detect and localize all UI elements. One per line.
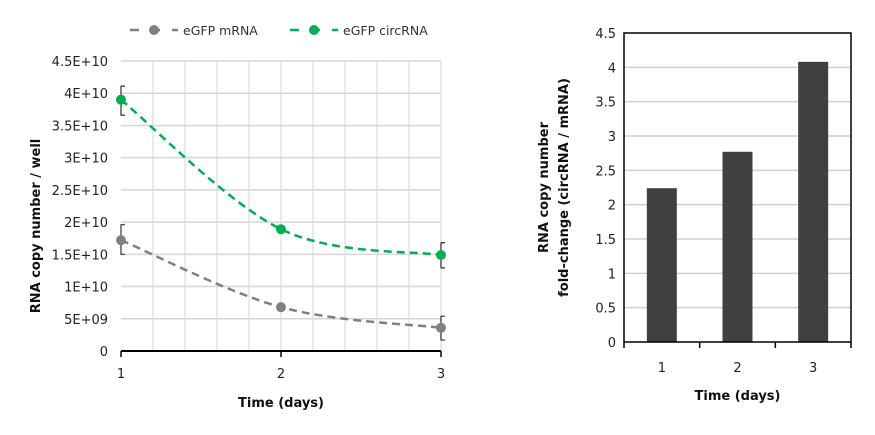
legend-label: eGFP circRNA: [343, 23, 428, 38]
x-tick-label: 1: [658, 361, 666, 376]
y-tick-label: 2E+10: [64, 216, 108, 231]
y-tick-label: 4.5: [595, 27, 616, 42]
y-tick-label: 2.5E+10: [52, 184, 108, 199]
legend-marker: [149, 25, 159, 35]
data-point: [436, 322, 446, 333]
plot-frame: [623, 32, 852, 343]
y-tick-label: 4E+10: [64, 87, 108, 102]
y-tick-label: 4.5E+10: [52, 55, 108, 70]
legend-label: eGFP mRNA: [183, 23, 258, 38]
data-point: [436, 249, 446, 260]
y-tick-label: 0.5: [595, 302, 616, 317]
series-line-circrna: [120, 98, 442, 257]
data-point: [276, 224, 286, 235]
y-axis-title-line2: fold-change (circRNA / mRNA): [557, 78, 572, 297]
y-tick-label: 1.5: [595, 233, 616, 248]
y-axis-title-line1: RNA copy number: [537, 121, 552, 253]
bar: [798, 61, 829, 343]
y-tick-label: 1: [608, 267, 616, 282]
legend-marker: [309, 25, 319, 35]
line-chart: 0 5E+09 1E+10 1.5E+10 2E+10 2.5E+10 3E+10 3.5E+…: [29, 23, 446, 411]
y-tick-label: 3.5E+10: [52, 119, 108, 134]
y-tick-label: 4: [608, 61, 616, 76]
y-tick-label: 3: [608, 130, 616, 145]
y-tick-label: 5E+09: [64, 313, 108, 328]
data-point: [116, 235, 126, 246]
y-tick-label: 2: [608, 199, 616, 214]
y-tick-label: 0: [100, 345, 108, 360]
x-tick-label: 3: [437, 367, 445, 382]
x-tick-label: 1: [117, 367, 125, 382]
x-axis-title: Time (days): [238, 396, 324, 411]
y-tick-label: 0: [608, 336, 616, 351]
y-axis-title: RNA copy number / well: [29, 139, 44, 314]
x-tick-label: 2: [277, 367, 285, 382]
x-tick-label: 3: [809, 361, 817, 376]
y-tick-label: 3.5: [595, 96, 616, 111]
data-point: [276, 302, 286, 313]
bar-chart: 0 0.5 1 1.5 2 2.5 3 3.5 4 4.5 1 2 3 Time (days) RNA co…: [537, 27, 852, 404]
x-tick-label: 2: [733, 361, 741, 376]
x-axis-title: Time (days): [695, 389, 781, 404]
y-tick-label: 3E+10: [64, 152, 108, 167]
bar: [722, 151, 753, 342]
y-tick-label: 1E+10: [64, 281, 108, 296]
y-tick-label: 2.5: [595, 164, 616, 179]
data-point: [116, 94, 126, 105]
y-tick-label: 1.5E+10: [52, 248, 108, 263]
bar: [646, 188, 677, 342]
